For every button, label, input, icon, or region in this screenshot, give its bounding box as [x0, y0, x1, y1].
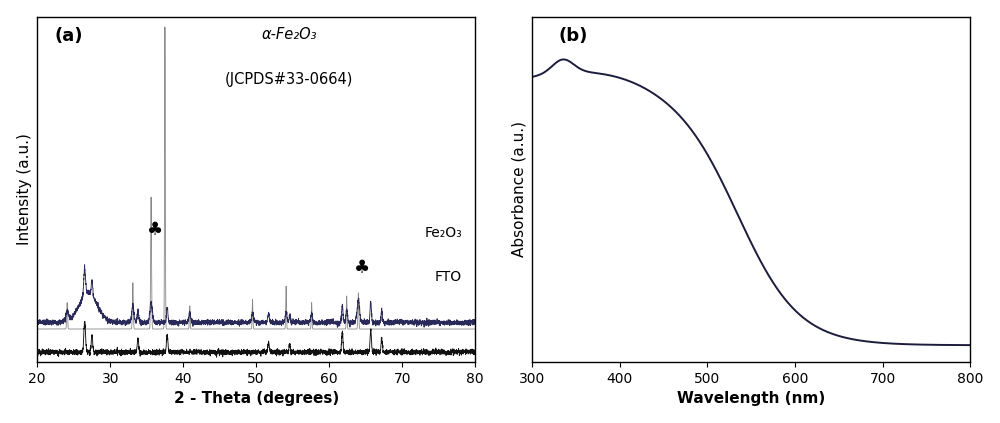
X-axis label: 2 - Theta (degrees): 2 - Theta (degrees) — [174, 391, 339, 407]
Text: FTO: FTO — [435, 270, 462, 284]
X-axis label: Wavelength (nm): Wavelength (nm) — [677, 391, 825, 407]
Text: Fe₂O₃: Fe₂O₃ — [424, 225, 462, 239]
Text: (b): (b) — [559, 27, 588, 45]
Text: ♣: ♣ — [354, 259, 370, 277]
Text: (JCPDS#33-0664): (JCPDS#33-0664) — [225, 72, 353, 87]
Y-axis label: Absorbance (a.u.): Absorbance (a.u.) — [512, 121, 527, 257]
Text: (a): (a) — [55, 27, 83, 45]
Text: ♣: ♣ — [147, 222, 164, 239]
Y-axis label: Intensity (a.u.): Intensity (a.u.) — [17, 133, 32, 245]
Text: α-Fe₂O₃: α-Fe₂O₃ — [261, 27, 317, 42]
